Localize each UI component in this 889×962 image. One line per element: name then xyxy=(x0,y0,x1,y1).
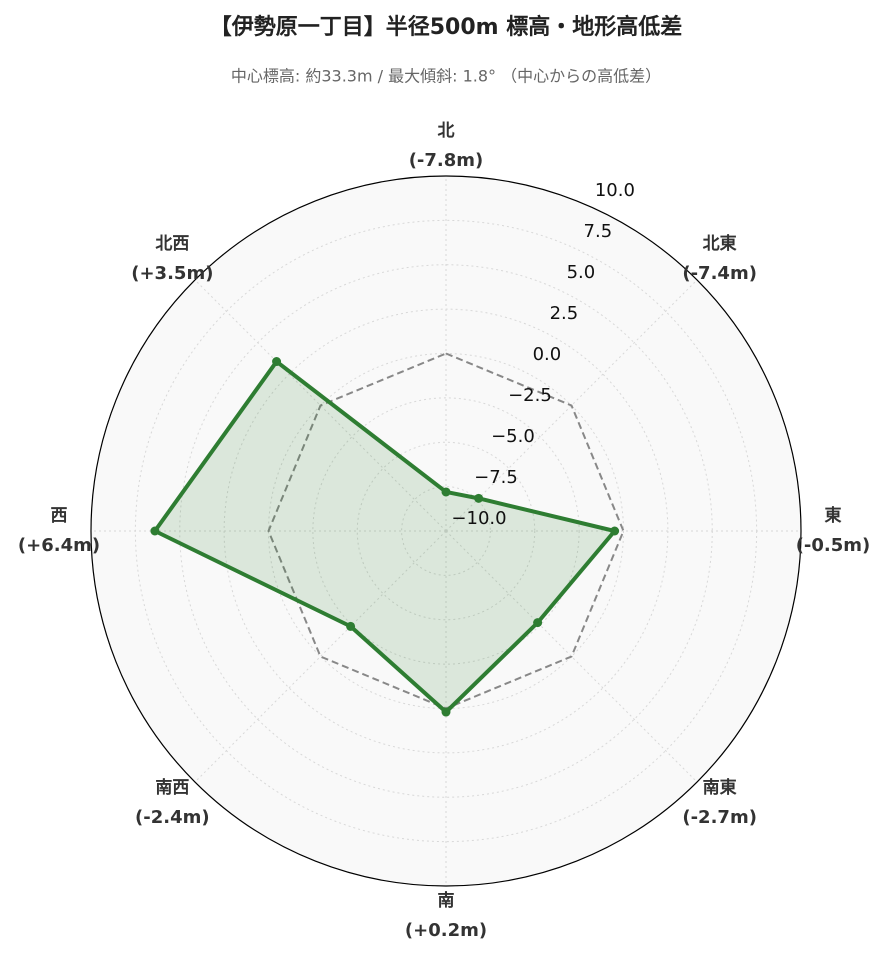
grid-circle xyxy=(356,441,536,621)
r-tick-label: 5.0 xyxy=(567,262,596,283)
direction-label: 南 xyxy=(438,890,455,911)
grid-spoke xyxy=(445,279,698,532)
direction-label: 西 xyxy=(51,506,68,526)
r-tick-label: −2.5 xyxy=(508,385,552,406)
direction-value-label: (-0.5m) xyxy=(796,535,871,556)
direction-label: 東 xyxy=(825,505,842,526)
data-point xyxy=(610,526,620,536)
direction-label: 北東 xyxy=(703,233,737,254)
data-point xyxy=(533,618,543,628)
r-tick-label: −5.0 xyxy=(491,426,535,447)
direction-label: 北 xyxy=(438,121,455,141)
grid-circle xyxy=(401,486,491,576)
data-point xyxy=(150,526,160,536)
chart-subtitle: 中心標高: 約33.3m / 最大傾斜: 1.8° （中心からの高低差） xyxy=(231,67,661,86)
chart-title: 【伊勢原一丁目】半径500m 標高・地形高低差 xyxy=(210,14,683,40)
direction-label: 南東 xyxy=(703,777,737,798)
plot-border xyxy=(90,175,802,887)
data-point xyxy=(346,621,356,631)
direction-value-label: (+3.5m) xyxy=(131,263,213,284)
direction-value-label: (-7.4m) xyxy=(682,263,757,284)
direction-value-label: (-2.7m) xyxy=(682,807,757,828)
direction-value-label: (-2.4m) xyxy=(135,807,210,828)
grid-spoke xyxy=(445,530,698,783)
data-point xyxy=(272,357,282,367)
direction-value-label: (+6.4m) xyxy=(18,535,100,556)
r-tick-label: 2.5 xyxy=(550,303,579,324)
r-tick-label: −10.0 xyxy=(451,508,506,529)
data-point xyxy=(441,487,451,497)
grid-spoke xyxy=(194,530,447,783)
r-tick-label: −7.5 xyxy=(474,467,518,488)
r-tick-label: 0.0 xyxy=(533,344,562,365)
direction-label: 南西 xyxy=(155,777,189,798)
data-point xyxy=(441,707,451,717)
grid-spoke xyxy=(194,279,447,532)
direction-label: 北西 xyxy=(155,234,189,254)
grid-circle xyxy=(312,397,580,665)
r-tick-label: 10.0 xyxy=(595,180,635,201)
r-tick-label: 7.5 xyxy=(584,221,613,242)
direction-value-label: (-7.8m) xyxy=(409,150,484,171)
direction-value-label: (+0.2m) xyxy=(405,920,487,941)
data-point xyxy=(474,493,484,503)
